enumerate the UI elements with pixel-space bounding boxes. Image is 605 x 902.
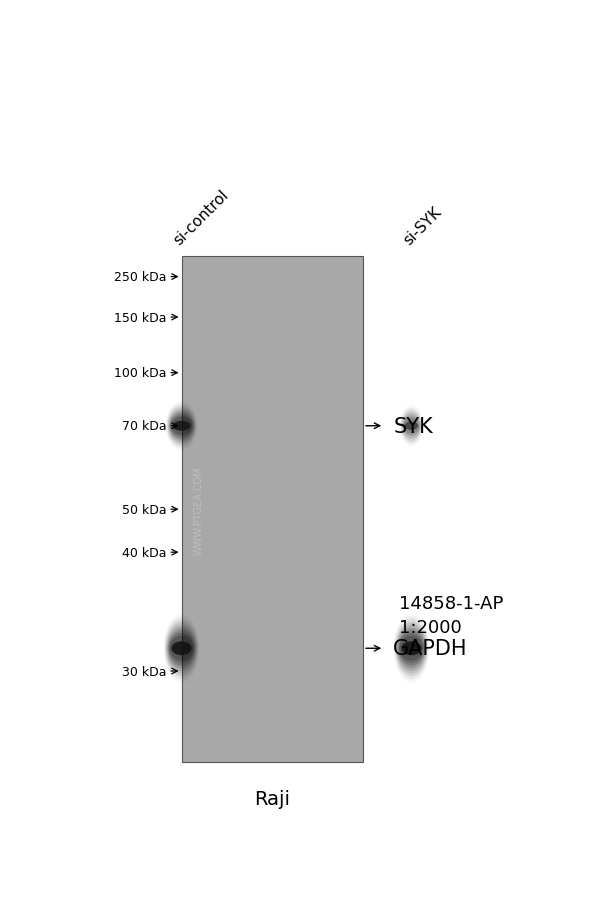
Text: 40 kDa: 40 kDa	[122, 546, 166, 559]
Ellipse shape	[165, 621, 198, 676]
Text: 150 kDa: 150 kDa	[114, 311, 166, 324]
Ellipse shape	[170, 414, 193, 439]
Text: Raji: Raji	[254, 789, 290, 808]
Ellipse shape	[394, 618, 428, 679]
Ellipse shape	[403, 416, 420, 437]
Text: si-control: si-control	[171, 188, 232, 248]
Bar	[182, 257, 363, 762]
Ellipse shape	[171, 416, 192, 437]
Ellipse shape	[171, 418, 192, 436]
Ellipse shape	[402, 412, 421, 440]
Ellipse shape	[168, 407, 195, 446]
Text: WWW.PTGEA.COM: WWW.PTGEA.COM	[194, 465, 204, 554]
Ellipse shape	[169, 412, 194, 441]
Ellipse shape	[399, 636, 423, 661]
Ellipse shape	[397, 629, 425, 668]
Ellipse shape	[398, 630, 425, 667]
Text: si-SYK: si-SYK	[401, 205, 445, 248]
Text: SYK: SYK	[393, 417, 433, 437]
Ellipse shape	[168, 409, 195, 445]
Ellipse shape	[403, 417, 420, 436]
Ellipse shape	[169, 633, 194, 664]
Text: 100 kDa: 100 kDa	[114, 367, 166, 380]
Text: 14858-1-AP
1:2000: 14858-1-AP 1:2000	[399, 594, 504, 636]
Ellipse shape	[165, 618, 198, 679]
Ellipse shape	[168, 629, 195, 668]
Ellipse shape	[396, 623, 427, 674]
Ellipse shape	[169, 410, 194, 443]
Ellipse shape	[169, 636, 194, 661]
Ellipse shape	[401, 411, 422, 442]
Ellipse shape	[402, 414, 420, 438]
Ellipse shape	[401, 641, 422, 656]
Ellipse shape	[395, 621, 428, 676]
Ellipse shape	[167, 626, 196, 671]
Ellipse shape	[166, 623, 197, 674]
Ellipse shape	[405, 422, 418, 430]
Text: 70 kDa: 70 kDa	[122, 419, 166, 433]
Text: 250 kDa: 250 kDa	[114, 271, 166, 284]
Ellipse shape	[399, 633, 424, 664]
Text: 30 kDa: 30 kDa	[122, 665, 166, 677]
Ellipse shape	[172, 421, 191, 431]
Ellipse shape	[404, 419, 419, 434]
Text: GAPDH: GAPDH	[393, 639, 468, 658]
Ellipse shape	[171, 641, 192, 656]
Ellipse shape	[168, 630, 195, 667]
Ellipse shape	[397, 626, 426, 671]
Text: 50 kDa: 50 kDa	[122, 503, 166, 516]
